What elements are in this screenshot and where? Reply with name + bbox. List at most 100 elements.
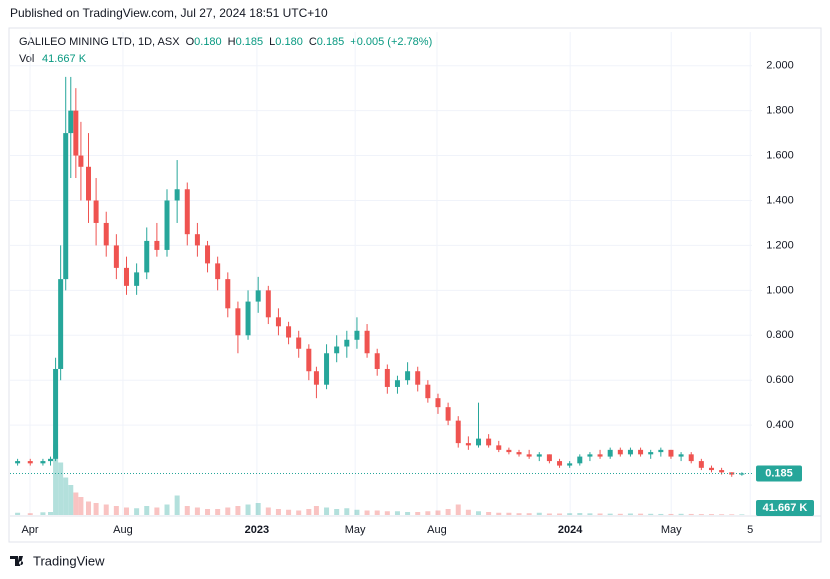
candle-body xyxy=(184,189,190,235)
volume-bar xyxy=(194,507,200,515)
last-price-box xyxy=(756,465,802,482)
candle-body xyxy=(334,346,340,354)
volume-bar xyxy=(374,510,380,515)
x-tick-label: May xyxy=(345,524,366,536)
candle-body xyxy=(194,234,200,246)
ohlc-key: H xyxy=(228,36,236,48)
volume-bar xyxy=(445,509,451,515)
ohlc-value: 0.180 xyxy=(275,36,303,48)
candle-body xyxy=(275,317,281,327)
volume-bar xyxy=(245,504,251,515)
candle-body xyxy=(255,290,261,302)
volume-bar xyxy=(607,513,613,515)
volume-bar xyxy=(577,513,583,515)
volume-bar xyxy=(174,495,180,515)
candle-body xyxy=(306,348,312,372)
candle-body xyxy=(607,449,613,457)
candle-body xyxy=(313,371,319,385)
x-tick-label: May xyxy=(661,524,682,536)
candle-body xyxy=(668,449,674,457)
legend: GALILEO MINING LTD, 1D, ASX O 0.180 H 0.185 L… xyxy=(19,36,432,48)
candle-body xyxy=(688,454,694,462)
candle-body xyxy=(638,449,644,455)
change: +0.005 (+2.78%) xyxy=(350,36,432,48)
volume-bar xyxy=(113,506,119,515)
volume-bar xyxy=(425,511,431,515)
candle-body xyxy=(53,368,59,459)
x-tick-label: 2023 xyxy=(245,524,269,536)
candle-body xyxy=(63,133,69,280)
volume-bar xyxy=(286,509,292,515)
volume-bar xyxy=(557,513,563,515)
candle-body xyxy=(739,473,745,475)
candle-body xyxy=(40,461,46,464)
x-tick-label: Apr xyxy=(21,524,38,536)
candle-body xyxy=(496,445,502,450)
candle-body xyxy=(58,279,64,369)
candle-body xyxy=(708,467,714,471)
candle-body xyxy=(235,308,241,336)
y-tick-label: 1.200 xyxy=(766,239,794,251)
candle-body xyxy=(164,200,170,250)
volume-bar xyxy=(205,509,211,515)
candle-body xyxy=(344,339,350,347)
last-volume-box xyxy=(756,500,814,516)
volume-bar xyxy=(405,512,411,515)
candle-body xyxy=(113,245,119,268)
candle-body xyxy=(73,110,79,156)
volume-bar xyxy=(729,514,735,515)
volume-bar xyxy=(123,507,129,515)
candle-body xyxy=(354,330,360,340)
volume-bar xyxy=(526,513,532,515)
candle-body xyxy=(546,454,552,462)
volume-bar xyxy=(296,510,302,515)
volume-bar xyxy=(465,509,471,515)
volume-bar xyxy=(15,512,21,515)
volume-bar xyxy=(597,513,603,515)
candle-body xyxy=(455,420,461,444)
x-tick-label: Aug xyxy=(427,524,447,536)
volume-bar xyxy=(40,512,46,515)
last-volume-label: 41.667 K xyxy=(763,502,808,514)
y-tick-label: 0.600 xyxy=(766,374,794,386)
candle-body xyxy=(374,353,380,369)
candle-body xyxy=(405,371,411,381)
volume-bar xyxy=(324,507,330,515)
candle-body xyxy=(729,472,735,475)
volume-bar xyxy=(638,513,644,515)
candle-body xyxy=(286,326,292,338)
volume-bar xyxy=(265,507,271,515)
logo xyxy=(10,556,24,566)
candle-body xyxy=(506,449,512,453)
y-tick-label: 0.800 xyxy=(766,329,794,341)
candle-body xyxy=(144,240,150,273)
candle-body xyxy=(587,454,593,457)
candle-body xyxy=(364,330,370,354)
volume-bar xyxy=(334,509,340,515)
candle-body xyxy=(486,438,492,446)
volume-bar xyxy=(475,511,481,515)
volume-bar xyxy=(275,509,281,515)
candle-body xyxy=(48,458,54,462)
published: Published on TradingView.com, Jul 27, 20… xyxy=(10,6,328,20)
candle-body xyxy=(475,438,481,446)
candle-body xyxy=(27,461,33,464)
candle-body xyxy=(557,461,563,466)
volume-bar xyxy=(306,509,312,515)
candle-body xyxy=(225,279,231,309)
ohlc-value: 0.180 xyxy=(194,36,222,48)
x-tick-label: Aug xyxy=(113,524,133,536)
volume-bar xyxy=(739,514,745,515)
candle-body xyxy=(296,337,302,349)
candle-body xyxy=(103,222,109,246)
volume-bar xyxy=(313,506,319,515)
candle-body xyxy=(577,456,583,464)
candle-body xyxy=(415,371,421,385)
candle-body xyxy=(394,380,400,387)
grid xyxy=(10,32,752,515)
candle-body xyxy=(465,443,471,446)
candle-body xyxy=(384,368,390,387)
y-tick-label: 0.400 xyxy=(766,419,794,431)
